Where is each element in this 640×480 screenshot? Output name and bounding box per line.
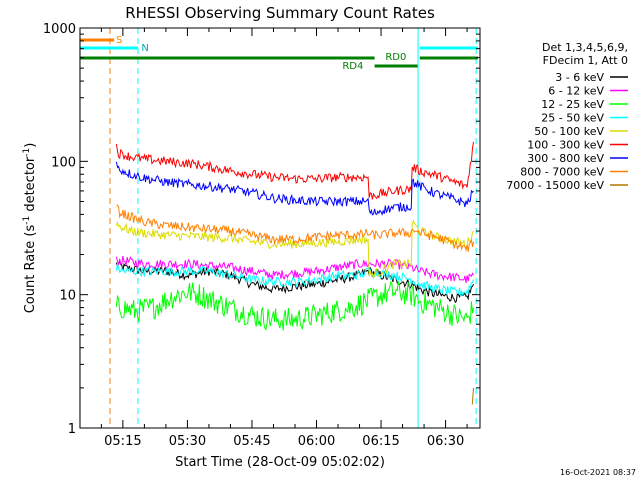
generation-timestamp: 16-Oct-2021 08:37 bbox=[560, 468, 636, 477]
x-tick-label-5: 06:30 bbox=[427, 434, 464, 449]
legend-label-6: 300 - 800 keV bbox=[527, 152, 604, 165]
legend-label-8: 7000 - 15000 keV bbox=[506, 179, 604, 192]
legend-header-detectors: Det 1,3,4,5,6,9, bbox=[542, 41, 628, 54]
series-line-2 bbox=[115, 281, 474, 331]
x-tick-label-2: 05:45 bbox=[233, 434, 270, 449]
legend-label-0: 3 - 6 keV bbox=[555, 71, 604, 84]
plot-frame bbox=[79, 27, 481, 429]
series-line-4 bbox=[115, 219, 474, 279]
x-axis-label: Start Time (28-Oct-09 05:02:02) bbox=[175, 455, 385, 470]
series-line-7 bbox=[116, 204, 474, 252]
plot-area: S N RD0 RD4 bbox=[79, 28, 478, 428]
y-tick-label-2: 100 bbox=[51, 155, 76, 170]
x-tick-label-4: 06:15 bbox=[362, 434, 399, 449]
axes: 1 10 100 1000 05:15 05:30 05:45 06:00 06:15 06:30 bbox=[43, 22, 480, 449]
legend-label-3: 25 - 50 keV bbox=[541, 112, 604, 125]
flag-label-rd0: RD0 bbox=[385, 52, 406, 63]
series-line-6 bbox=[115, 161, 474, 216]
series-line-3 bbox=[115, 263, 474, 297]
y-tick-label-0: 1 bbox=[68, 422, 76, 437]
flag-label-n: N bbox=[141, 43, 148, 54]
series-line-8 bbox=[471, 387, 474, 405]
x-tick-label-1: 05:30 bbox=[169, 434, 206, 449]
series-line-5 bbox=[115, 141, 474, 200]
y-tick-label-3: 1000 bbox=[43, 22, 76, 37]
legend-label-5: 100 - 300 keV bbox=[527, 139, 604, 152]
legend-label-2: 12 - 25 keV bbox=[541, 98, 604, 111]
flag-label-s: S bbox=[116, 35, 122, 46]
series-line-1 bbox=[115, 255, 474, 283]
chart-title: RHESSI Observing Summary Count Rates bbox=[125, 4, 435, 22]
legend-label-4: 50 - 100 keV bbox=[534, 125, 604, 138]
y-tick-label-1: 10 bbox=[59, 289, 76, 304]
flag-label-rd4: RD4 bbox=[342, 61, 363, 72]
y-axis-label: Count Rate (s-1 detector-1) bbox=[22, 143, 38, 314]
legend-label-1: 6 - 12 keV bbox=[548, 85, 604, 98]
legend-label-7: 800 - 7000 keV bbox=[520, 166, 604, 179]
x-tick-label-3: 06:00 bbox=[298, 434, 335, 449]
x-tick-label-0: 05:15 bbox=[104, 434, 141, 449]
legend-header-settings: FDecim 1, Att 0 bbox=[543, 54, 628, 67]
legend: Det 1,3,4,5,6,9, FDecim 1, Att 0 3 - 6 k… bbox=[506, 41, 628, 192]
